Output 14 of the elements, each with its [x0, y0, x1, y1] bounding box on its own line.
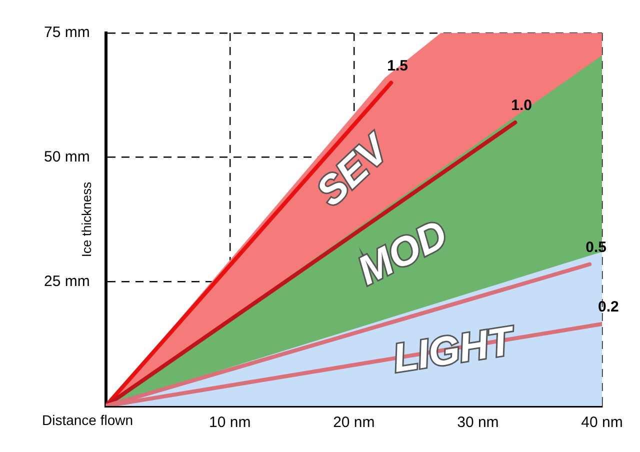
y-axis-title: Ice thickness	[78, 181, 94, 258]
x-tick-label: 10 nm	[209, 414, 251, 432]
annotation: LIGHT	[390, 318, 520, 382]
y-tick-label: 50 mm	[44, 148, 90, 166]
series-label: 0.2	[598, 298, 619, 316]
annotation: MOD	[351, 212, 454, 294]
x-tick-label: 20 nm	[333, 414, 375, 432]
series-label: 1.0	[511, 97, 532, 114]
series-label: 1.5	[387, 57, 408, 74]
x-tick-label: 40 nm	[581, 414, 623, 432]
x-tick-label: 30 nm	[457, 414, 499, 432]
x-axis-title: Distance flown	[42, 412, 134, 428]
y-tick-label: 75 mm	[44, 24, 90, 42]
y-tick-label: 25 mm	[44, 272, 90, 290]
